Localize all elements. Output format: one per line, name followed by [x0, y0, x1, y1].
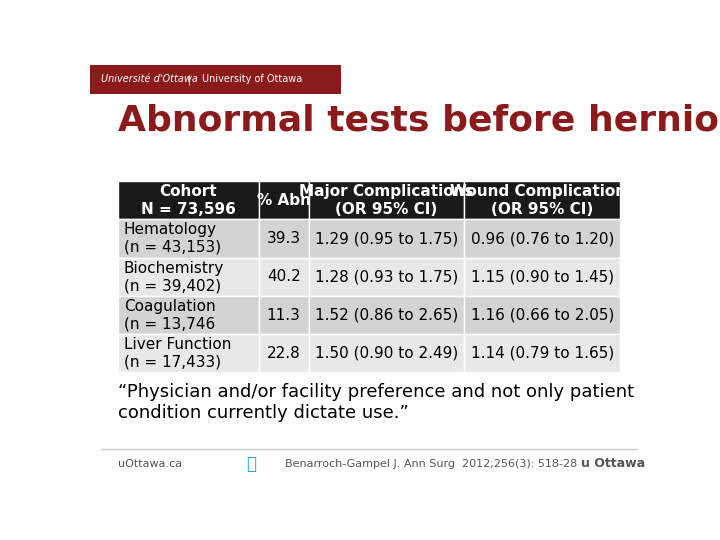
- FancyBboxPatch shape: [258, 219, 309, 258]
- Text: “Physician and/or facility preference and not only patient
condition currently d: “Physician and/or facility preference an…: [118, 383, 634, 422]
- Text: Wound Complications
(OR 95% CI): Wound Complications (OR 95% CI): [450, 184, 635, 217]
- FancyBboxPatch shape: [309, 296, 464, 334]
- FancyBboxPatch shape: [464, 219, 620, 258]
- FancyBboxPatch shape: [90, 65, 341, 94]
- Text: 22.8: 22.8: [266, 346, 300, 361]
- Text: 1.52 (0.86 to 2.65): 1.52 (0.86 to 2.65): [315, 308, 458, 322]
- Text: 40.2: 40.2: [266, 269, 300, 285]
- FancyBboxPatch shape: [464, 334, 620, 373]
- Text: Biochemistry
(n = 39,402): Biochemistry (n = 39,402): [124, 261, 224, 293]
- Text: Université d'Ottawa: Université d'Ottawa: [101, 75, 198, 84]
- Text: |: |: [188, 74, 191, 85]
- FancyBboxPatch shape: [118, 219, 258, 258]
- FancyBboxPatch shape: [464, 296, 620, 334]
- FancyBboxPatch shape: [309, 219, 464, 258]
- Text: 39.3: 39.3: [266, 231, 301, 246]
- Text: Major Complications
(OR 95% CI): Major Complications (OR 95% CI): [300, 184, 474, 217]
- FancyBboxPatch shape: [309, 181, 464, 219]
- FancyBboxPatch shape: [464, 258, 620, 296]
- FancyBboxPatch shape: [118, 296, 258, 334]
- Text: u Ottawa: u Ottawa: [581, 457, 645, 470]
- Text: Liver Function
(n = 17,433): Liver Function (n = 17,433): [124, 337, 231, 369]
- Text: Cohort
N = 73,596: Cohort N = 73,596: [141, 184, 235, 217]
- FancyBboxPatch shape: [464, 181, 620, 219]
- Text: 1.14 (0.79 to 1.65): 1.14 (0.79 to 1.65): [471, 346, 614, 361]
- FancyBboxPatch shape: [118, 334, 258, 373]
- Text: 1.28 (0.93 to 1.75): 1.28 (0.93 to 1.75): [315, 269, 458, 285]
- FancyBboxPatch shape: [258, 258, 309, 296]
- Text: 🐦: 🐦: [246, 455, 256, 473]
- Text: Hematology
(n = 43,153): Hematology (n = 43,153): [124, 222, 221, 255]
- Text: % Abn: % Abn: [256, 193, 310, 208]
- Text: 1.16 (0.66 to 2.05): 1.16 (0.66 to 2.05): [471, 308, 614, 322]
- Text: Benarroch-Gampel J. Ann Surg  2012;256(3): 518-28: Benarroch-Gampel J. Ann Surg 2012;256(3)…: [285, 459, 577, 469]
- FancyBboxPatch shape: [309, 258, 464, 296]
- FancyBboxPatch shape: [258, 181, 309, 219]
- FancyBboxPatch shape: [258, 334, 309, 373]
- Text: Abnormal tests before herniorrhaphy: Abnormal tests before herniorrhaphy: [118, 104, 720, 138]
- Text: 11.3: 11.3: [266, 308, 300, 322]
- FancyBboxPatch shape: [118, 181, 258, 219]
- Text: University of Ottawa: University of Ottawa: [202, 75, 302, 84]
- Text: uOttawa.ca: uOttawa.ca: [118, 459, 182, 469]
- Text: 1.29 (0.95 to 1.75): 1.29 (0.95 to 1.75): [315, 231, 458, 246]
- Text: Coagulation
(n = 13,746: Coagulation (n = 13,746: [124, 299, 215, 332]
- FancyBboxPatch shape: [258, 296, 309, 334]
- FancyBboxPatch shape: [118, 258, 258, 296]
- Text: 1.15 (0.90 to 1.45): 1.15 (0.90 to 1.45): [471, 269, 614, 285]
- FancyBboxPatch shape: [309, 334, 464, 373]
- Text: 0.96 (0.76 to 1.20): 0.96 (0.76 to 1.20): [471, 231, 614, 246]
- Text: 1.50 (0.90 to 2.49): 1.50 (0.90 to 2.49): [315, 346, 458, 361]
